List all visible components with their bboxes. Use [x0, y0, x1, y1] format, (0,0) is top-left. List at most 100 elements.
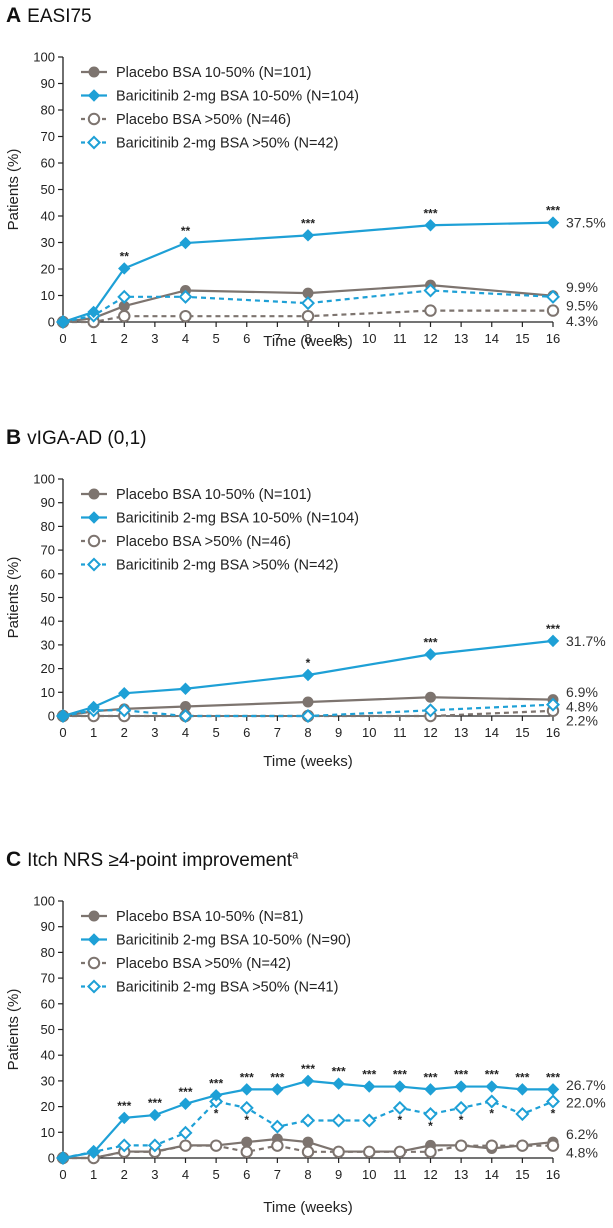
significance-mark: *** [546, 1070, 560, 1084]
panel-c-title: C Itch NRS ≥4-point improvementa [6, 848, 298, 872]
data-point [300, 1113, 316, 1128]
legend-marker [86, 135, 102, 150]
legend-label: Baricitinib 2-mg BSA 10-50% (N=104) [116, 89, 359, 105]
legend-item: Baricitinib 2-mg BSA >50% (N=42) [81, 135, 338, 152]
data-point [485, 1080, 498, 1093]
y-tick-label: 20 [41, 262, 55, 277]
data-point [363, 1145, 376, 1159]
x-tick-label: 4 [182, 331, 189, 346]
y-tick-label: 90 [41, 76, 55, 91]
series-1 [56, 216, 560, 329]
y-tick-label: 60 [41, 566, 55, 581]
data-point [179, 1097, 192, 1110]
data-point [424, 304, 437, 317]
significance-mark: ** [181, 224, 191, 238]
x-tick-label: 3 [151, 725, 158, 740]
data-point [423, 1107, 438, 1122]
data-point [300, 296, 316, 311]
data-point [178, 708, 193, 724]
x-tick-label: 5 [213, 1167, 220, 1182]
y-tick-label: 80 [41, 103, 55, 118]
data-point [332, 1145, 345, 1159]
y-tick-label: 100 [33, 50, 55, 65]
legend-label: Placebo BSA >50% (N=46) [116, 534, 291, 550]
x-tick-label: 1 [90, 1167, 97, 1182]
end-value-label: 4.8% [566, 699, 598, 715]
legend-item: Baricitinib 2-mg BSA >50% (N=41) [81, 979, 338, 996]
data-point [179, 682, 192, 695]
legend-marker [88, 488, 100, 500]
x-tick-label: 10 [362, 331, 376, 346]
end-value-label: 2.2% [566, 713, 598, 729]
legend-label: Baricitinib 2-mg BSA >50% (N=42) [116, 136, 338, 152]
x-tick-label: 0 [59, 725, 66, 740]
data-point [270, 1119, 285, 1134]
data-point [302, 696, 314, 708]
panel-c: C Itch NRS ≥4-point improvementa 0 10 20 30 4… [0, 800, 613, 1228]
data-point [485, 1139, 498, 1152]
x-tick-label: 15 [515, 725, 529, 740]
significance-mark: *** [423, 635, 437, 649]
y-tick-label: 80 [41, 519, 55, 534]
end-value-label: 4.8% [566, 1144, 598, 1160]
legend-label: Placebo BSA 10-50% (N=101) [116, 487, 311, 503]
x-tick-label: 14 [485, 1167, 499, 1182]
data-point [301, 229, 315, 242]
y-tick-label: 20 [41, 661, 55, 676]
y-tick-label: 100 [33, 894, 55, 909]
x-tick-label: 15 [515, 331, 529, 346]
data-point [362, 1113, 377, 1128]
y-tick-label: 0 [48, 1151, 55, 1166]
significance-mark: * [459, 1113, 464, 1127]
data-point [546, 304, 560, 317]
x-tick-label: 9 [335, 1167, 342, 1182]
y-tick-label: 10 [41, 685, 55, 700]
data-point [118, 262, 131, 275]
legend-marker [87, 89, 101, 102]
legend-label: Placebo BSA >50% (N=46) [116, 112, 291, 128]
x-tick-label: 2 [121, 331, 128, 346]
legend-item: Placebo BSA 10-50% (N=81) [81, 909, 303, 925]
series-line [62, 1100, 554, 1160]
y-tick-label: 40 [41, 614, 55, 629]
end-value-label: 9.5% [566, 297, 598, 313]
data-point [546, 216, 560, 229]
legend-marker [87, 112, 101, 126]
x-tick-label: 6 [243, 1167, 250, 1182]
x-tick-label: 9 [335, 725, 342, 740]
x-tick-label: 7 [274, 1167, 281, 1182]
data-point [56, 709, 70, 723]
legend-marker [86, 557, 102, 572]
y-tick-label: 80 [41, 945, 55, 960]
x-tick-label: 5 [213, 331, 220, 346]
y-axis-label: Patients (%) [5, 149, 22, 231]
significance-mark: *** [301, 1062, 315, 1076]
data-point [148, 1108, 162, 1122]
data-point [301, 668, 315, 682]
legend-item: Placebo BSA 10-50% (N=101) [81, 487, 311, 503]
legend-marker [87, 511, 101, 524]
x-tick-label: 9 [335, 331, 342, 346]
y-tick-label: 90 [41, 919, 55, 934]
legend-item: Baricitinib 2-mg BSA 10-50% (N=104) [81, 89, 359, 105]
y-tick-label: 100 [33, 472, 55, 487]
data-point [209, 1139, 223, 1152]
data-point [424, 219, 437, 232]
y-tick-label: 40 [41, 1048, 55, 1063]
x-tick-label: 0 [59, 331, 66, 346]
x-tick-label: 14 [485, 331, 499, 346]
x-tick-label: 5 [213, 725, 220, 740]
data-point [240, 1083, 253, 1096]
panel-c-letter: C [6, 848, 22, 871]
x-tick-label: 16 [546, 1167, 560, 1182]
data-point [546, 634, 560, 648]
legend-item: Placebo BSA 10-50% (N=101) [81, 65, 311, 81]
y-tick-label: 90 [41, 495, 55, 510]
data-point [118, 1111, 131, 1125]
end-value-label: 9.9% [566, 279, 598, 295]
data-point [545, 697, 561, 712]
data-point [424, 1145, 437, 1159]
x-tick-label: 14 [485, 725, 499, 740]
